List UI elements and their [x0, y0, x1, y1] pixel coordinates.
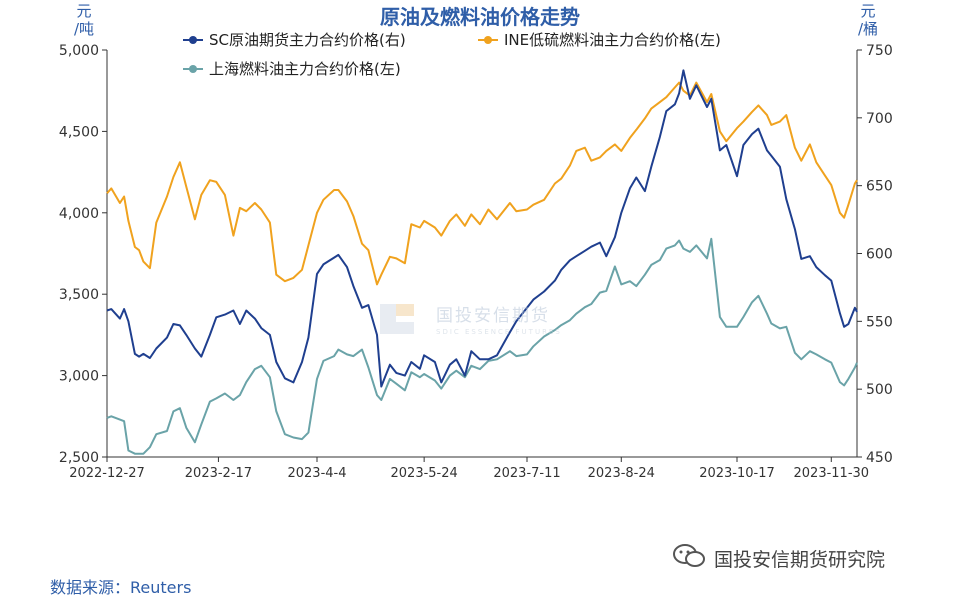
- right-axis-tick-label: 650: [866, 179, 893, 195]
- series-line-1: [106, 69, 858, 388]
- left-axis-tick-label: 3,500: [59, 287, 99, 303]
- x-axis-tick-label: 2023-4-4: [287, 466, 346, 481]
- legend-swatch-marker: [189, 36, 197, 44]
- left-axis-unit: 元 /吨: [74, 2, 95, 38]
- watermark-cn: 国投安信期货: [436, 305, 550, 326]
- right-axis-tick-label: 600: [866, 247, 893, 263]
- x-axis-tick-label: 2023-2-17: [185, 466, 252, 481]
- watermark: 国投安信期货 SDIC ESSENCE FUTURES: [378, 298, 562, 338]
- x-axis-tick-label: 2022-12-27: [69, 466, 145, 481]
- wechat-account-name: 国投安信期货研究院: [714, 548, 886, 571]
- x-axis-tick-label: 2023-5-24: [391, 466, 458, 481]
- right-axis-tick-label: 750: [866, 43, 893, 59]
- x-axis-tick-label: 2023-7-11: [493, 466, 560, 481]
- left-axis-tick-label: 4,000: [59, 206, 99, 222]
- left-axis-tick-label: 3,000: [59, 369, 99, 385]
- right-axis-tick-label: 500: [866, 382, 893, 398]
- watermark-en: SDIC ESSENCE FUTURES: [436, 327, 562, 336]
- source-note: 数据来源：Reuters: [50, 578, 192, 597]
- legend-swatch-marker: [189, 65, 197, 73]
- left-axis-tick-label: 4,500: [59, 124, 99, 140]
- series-line-2: [106, 81, 858, 286]
- wechat-icon: [672, 543, 706, 573]
- right-axis-tick-label: 700: [866, 111, 893, 127]
- series-line-3: [106, 237, 858, 455]
- right-axis-unit: 元 /桶: [858, 2, 879, 38]
- legend-label: SC原油期货主力合约价格(右): [209, 31, 406, 49]
- right-axis-tick-label: 550: [866, 314, 893, 330]
- legend-label: 上海燃料油主力合约价格(左): [209, 60, 401, 78]
- right-axis-tick-label: 450: [866, 450, 893, 466]
- left-axis-tick-label: 5,000: [59, 43, 99, 59]
- left-axis-tick-label: 2,500: [59, 450, 99, 466]
- wechat-account: 国投安信期货研究院: [672, 543, 885, 573]
- plot-area: 2,500 3,000 3,500 4,000 4,500 5,000 450 500 550 6…: [59, 31, 893, 481]
- legend-label: INE低硫燃料油主力合约价格(左): [504, 31, 721, 49]
- x-axis-tick-label: 2023-8-24: [588, 466, 655, 481]
- legend-swatch-marker: [484, 36, 492, 44]
- x-axis-tick-label: 2023-11-30: [794, 466, 870, 481]
- watermark-logo-icon: [378, 298, 418, 338]
- chart-title: 原油及燃料油价格走势: [380, 5, 580, 29]
- x-axis-tick-label: 2023-10-17: [699, 466, 775, 481]
